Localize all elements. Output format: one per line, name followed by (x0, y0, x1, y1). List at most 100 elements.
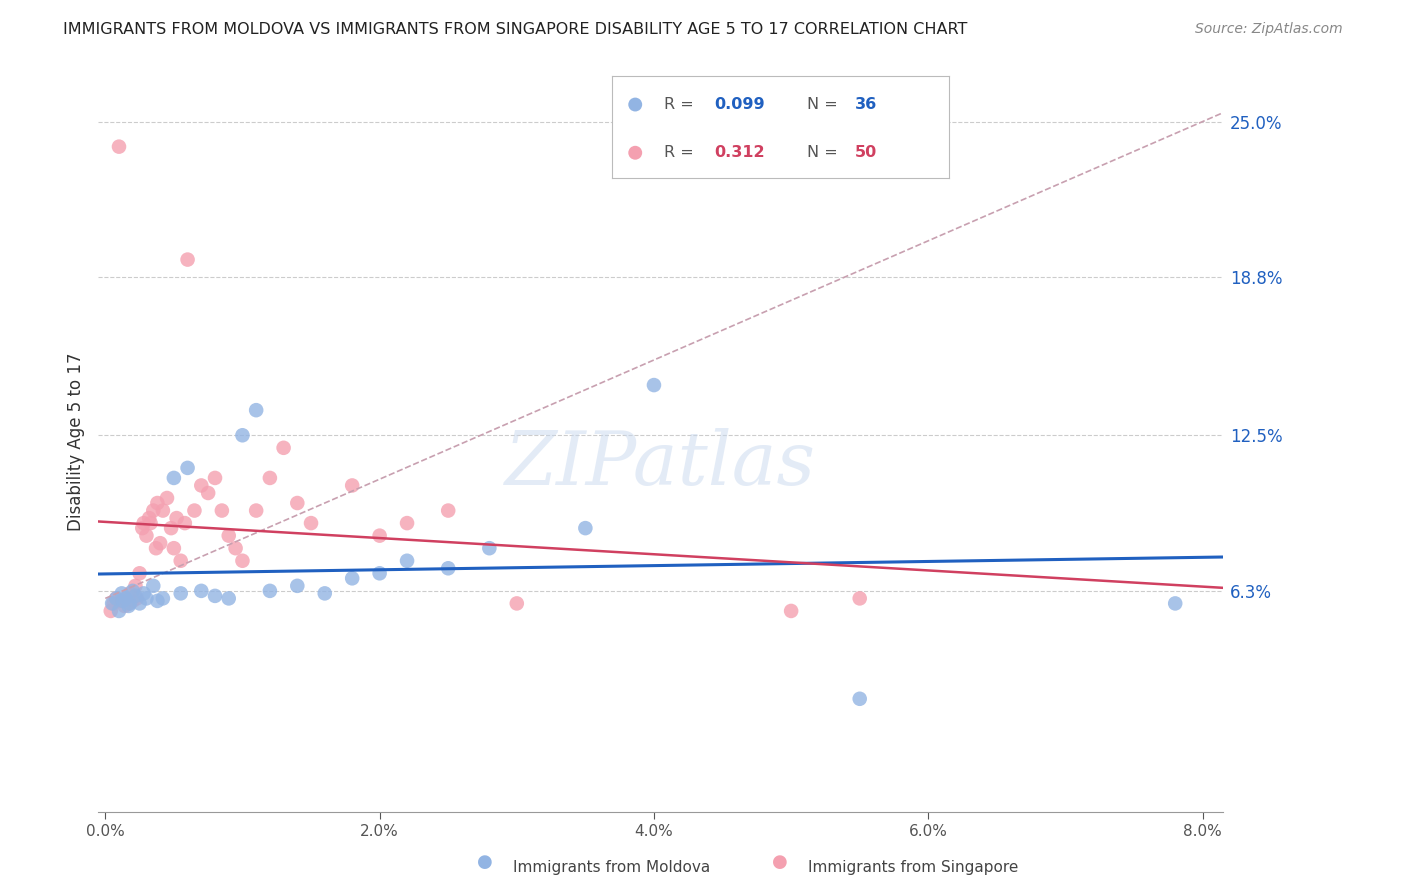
Point (368, 566, 391, 581)
Text: ZIPatlas: ZIPatlas (505, 427, 817, 500)
Point (285, 579, 308, 593)
Point (231, 554, 253, 568)
Point (156, 491, 179, 505)
Point (160, 521, 183, 535)
Point (115, 591, 138, 606)
Point (101, 596, 124, 610)
Text: 0.099: 0.099 (714, 97, 765, 112)
Point (132, 516, 155, 530)
Point (139, 516, 162, 530)
Point (340, 478, 363, 492)
Point (176, 252, 198, 267)
Point (643, 378, 665, 392)
Text: ●: ● (477, 853, 494, 871)
Point (218, 591, 240, 606)
Point (170, 586, 193, 600)
Point (299, 516, 322, 530)
Point (146, 594, 169, 608)
Point (132, 586, 155, 600)
Point (218, 529, 240, 543)
Point (128, 566, 150, 581)
Point (145, 541, 167, 556)
Point (128, 596, 150, 610)
Point (170, 554, 193, 568)
Point (103, 596, 125, 610)
Point (138, 511, 160, 525)
Point (131, 521, 153, 535)
Point (121, 594, 143, 608)
Point (142, 579, 165, 593)
Point (118, 596, 141, 610)
Point (285, 496, 308, 510)
Point (204, 471, 226, 485)
Point (624, 97, 647, 112)
Point (848, 591, 870, 606)
Text: ●: ● (772, 853, 789, 871)
Point (152, 503, 174, 517)
Point (135, 591, 157, 606)
Point (478, 541, 501, 556)
Y-axis label: Disability Age 5 to 17: Disability Age 5 to 17 (66, 352, 84, 531)
Point (437, 561, 460, 575)
Point (437, 503, 460, 517)
Point (190, 478, 212, 492)
Point (118, 586, 141, 600)
Point (368, 529, 391, 543)
Point (190, 583, 212, 598)
Point (112, 594, 135, 608)
Point (163, 541, 186, 556)
Point (183, 503, 205, 517)
Point (259, 583, 281, 598)
Text: Immigrants from Moldova: Immigrants from Moldova (513, 860, 710, 874)
Point (314, 586, 336, 600)
Text: N =: N = (807, 145, 844, 161)
Point (176, 461, 198, 475)
Point (574, 521, 596, 535)
Point (111, 594, 134, 608)
Point (142, 503, 165, 517)
Text: IMMIGRANTS FROM MOLDOVA VS IMMIGRANTS FROM SINGAPORE DISABILITY AGE 5 TO 17 CORR: IMMIGRANTS FROM MOLDOVA VS IMMIGRANTS FR… (63, 22, 967, 37)
Point (211, 503, 233, 517)
Point (111, 586, 134, 600)
Point (780, 604, 803, 618)
Point (117, 599, 139, 613)
Point (108, 604, 131, 618)
Text: Source: ZipAtlas.com: Source: ZipAtlas.com (1195, 22, 1343, 37)
Point (146, 496, 169, 510)
Point (105, 591, 128, 606)
Point (108, 139, 131, 153)
Point (197, 486, 219, 500)
Point (259, 471, 281, 485)
Point (124, 589, 146, 603)
Point (152, 591, 174, 606)
Point (173, 516, 195, 530)
Point (124, 579, 146, 593)
Point (1164, 596, 1187, 610)
Text: R =: R = (664, 97, 699, 112)
Point (396, 554, 419, 568)
Point (273, 441, 295, 455)
Point (100, 604, 122, 618)
Text: N =: N = (807, 97, 844, 112)
Point (121, 583, 143, 598)
Point (114, 599, 136, 613)
Text: R =: R = (664, 145, 699, 161)
Point (166, 511, 188, 525)
Point (506, 596, 529, 610)
Point (231, 428, 253, 442)
Text: 50: 50 (855, 145, 877, 161)
Text: 36: 36 (855, 97, 877, 112)
Point (624, 145, 647, 160)
Text: 0.312: 0.312 (714, 145, 765, 161)
Point (848, 691, 870, 706)
Point (204, 589, 226, 603)
Point (105, 591, 128, 606)
Point (115, 591, 138, 606)
Point (225, 541, 247, 556)
Point (163, 471, 186, 485)
Point (149, 536, 172, 550)
Point (135, 529, 157, 543)
Point (396, 516, 419, 530)
Point (245, 403, 267, 417)
Point (125, 591, 148, 606)
